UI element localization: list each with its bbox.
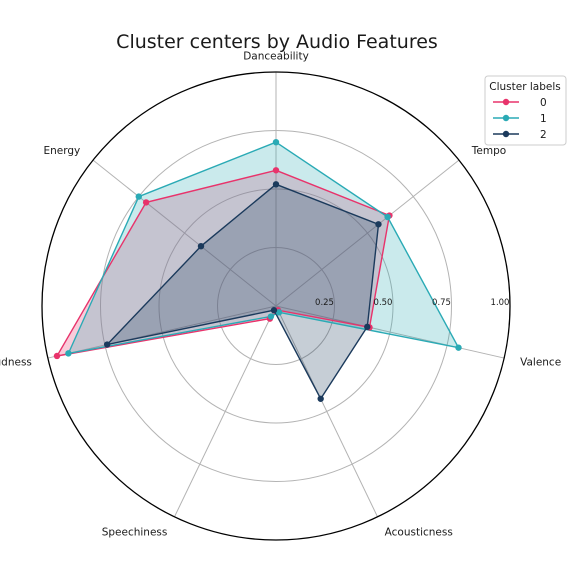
radial-tick-0.25: 0.25: [315, 298, 334, 308]
radial-tick-1.00: 1.00: [491, 298, 510, 308]
point-series-0-loudness: [53, 352, 61, 360]
series-points: [53, 139, 462, 402]
radial-tick-0.50: 0.50: [374, 298, 393, 308]
spoke-acousticness: [275, 305, 378, 518]
radar-spokes: [47, 72, 505, 518]
point-series-1-valence: [455, 344, 462, 351]
point-series-1-energy: [135, 193, 142, 200]
series-fills: [57, 142, 459, 399]
legend-title: Cluster labels: [489, 81, 560, 93]
series-2-fill: [107, 184, 379, 399]
spoke-tempo: [275, 159, 460, 307]
legend: Cluster labels 0 1 2: [484, 75, 567, 146]
radar-outer-frame: [41, 71, 511, 541]
point-series-2-valence: [364, 323, 371, 331]
legend-marker-2: [502, 130, 510, 138]
point-series-0-energy: [142, 199, 150, 206]
axis-label-valence: Valence: [520, 357, 561, 369]
axis-label-energy: Energy: [43, 145, 80, 157]
point-series-1-danceability: [272, 139, 280, 146]
chart-title: Cluster centers by Audio Features: [116, 31, 438, 53]
legend-label-1: 1: [540, 113, 547, 125]
axis-label-acousticness: Acousticness: [385, 527, 453, 539]
point-series-1-acousticness: [275, 309, 283, 316]
point-series-1-speechiness: [267, 313, 275, 320]
point-series-2-speechiness: [270, 307, 278, 314]
radial-tick-0.75: 0.75: [432, 298, 451, 308]
series-1-fill: [68, 142, 459, 354]
axis-label-speechiness: Speechiness: [102, 527, 168, 539]
spoke-loudness: [47, 305, 277, 359]
legend-label-2: 2: [540, 129, 547, 141]
point-series-1-tempo: [384, 213, 391, 221]
series-2-line: [105, 183, 380, 401]
series-lines: [55, 141, 460, 401]
point-series-2-acousticness: [317, 395, 324, 402]
legend-frame: [484, 75, 567, 146]
legend-label-0: 0: [540, 97, 547, 109]
axis-label-tempo: Tempo: [471, 145, 506, 157]
outer-circle: [41, 71, 511, 541]
point-series-1-loudness: [65, 350, 72, 357]
axis-label-loudness: Loudness: [0, 357, 32, 369]
point-series-2-danceability: [272, 181, 280, 188]
point-series-2-loudness: [103, 341, 111, 348]
axis-labels: Danceability Tempo Valence Acousticness Spee…: [0, 51, 561, 539]
axis-label-danceability: Danceability: [243, 51, 309, 63]
radial-tick-labels: 0.25 0.50 0.75 1.00: [315, 298, 509, 308]
point-series-2-tempo: [375, 221, 382, 228]
spoke-valence: [275, 305, 505, 359]
point-series-0-danceability: [272, 167, 280, 174]
legend-marker-0: [502, 98, 510, 106]
spoke-speechiness: [174, 305, 277, 518]
legend-marker-1: [502, 114, 510, 122]
spoke-energy: [92, 159, 277, 307]
series-1-line: [67, 141, 460, 355]
point-series-2-energy: [197, 242, 205, 250]
